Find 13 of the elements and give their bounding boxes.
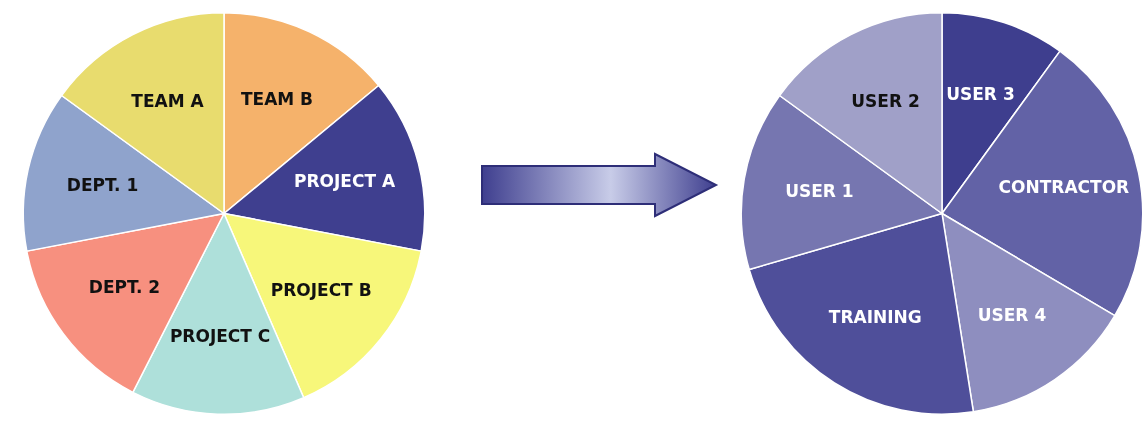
- slice-label: TEAM A: [131, 91, 205, 112]
- slice-label: USER 4: [977, 304, 1047, 325]
- slice-label: DEPT. 2: [88, 276, 161, 297]
- slice-label: DEPT. 1: [66, 174, 139, 195]
- slice-label: USER 1: [785, 180, 854, 201]
- slice-label: TRAINING: [828, 307, 922, 328]
- slice-label: CONTRACTOR: [998, 176, 1130, 197]
- slice-label: USER 3: [946, 83, 1015, 104]
- slice-label: TEAM B: [240, 89, 314, 110]
- slice-label: PROJECT C: [169, 326, 271, 347]
- slice-label: PROJECT B: [270, 279, 372, 300]
- slice-label: USER 2: [851, 91, 920, 112]
- slice-label: PROJECT A: [294, 170, 396, 191]
